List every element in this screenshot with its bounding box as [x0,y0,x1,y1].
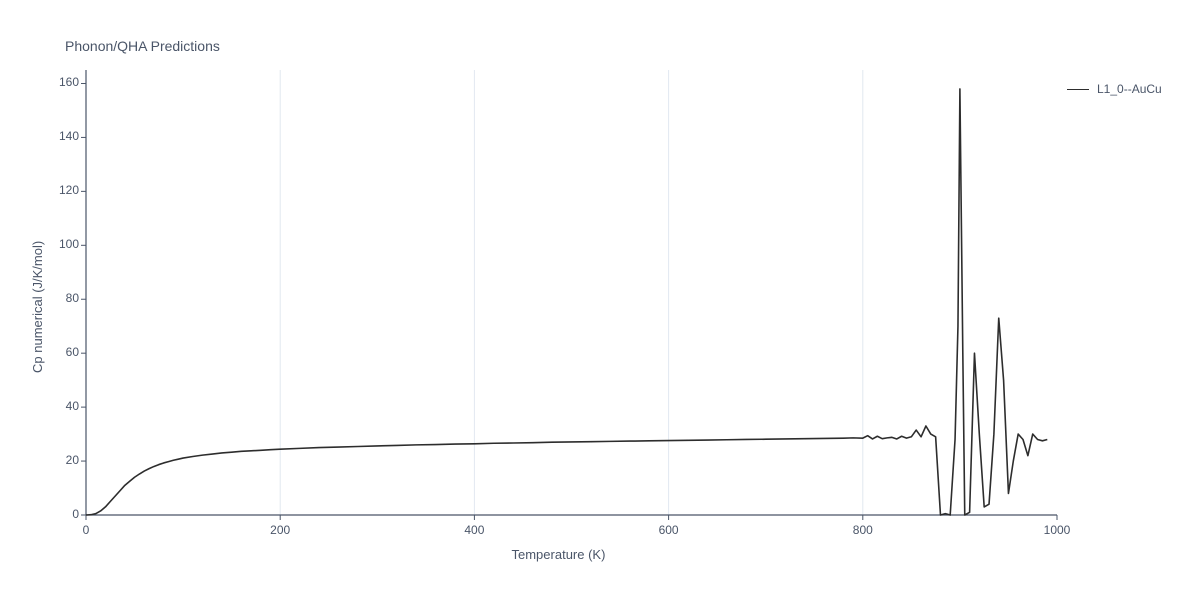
y-tick: 160 [41,75,79,89]
y-tick: 0 [41,507,79,521]
x-tick: 1000 [1042,523,1072,537]
x-tick: 0 [71,523,101,537]
x-tick: 800 [848,523,878,537]
y-tick: 100 [41,237,79,251]
x-tick: 400 [459,523,489,537]
y-tick: 80 [41,291,79,305]
y-tick: 140 [41,129,79,143]
y-tick: 60 [41,345,79,359]
chart-container: Phonon/QHA Predictions Cp numerical (J/K… [0,0,1200,600]
legend: L1_0--AuCu [1067,82,1162,96]
y-tick: 20 [41,453,79,467]
legend-label: L1_0--AuCu [1097,82,1162,96]
x-axis-label: Temperature (K) [512,547,606,562]
legend-swatch [1067,89,1089,90]
x-tick: 200 [265,523,295,537]
y-tick: 120 [41,183,79,197]
plot-area [0,0,1200,600]
y-tick: 40 [41,399,79,413]
x-tick: 600 [654,523,684,537]
